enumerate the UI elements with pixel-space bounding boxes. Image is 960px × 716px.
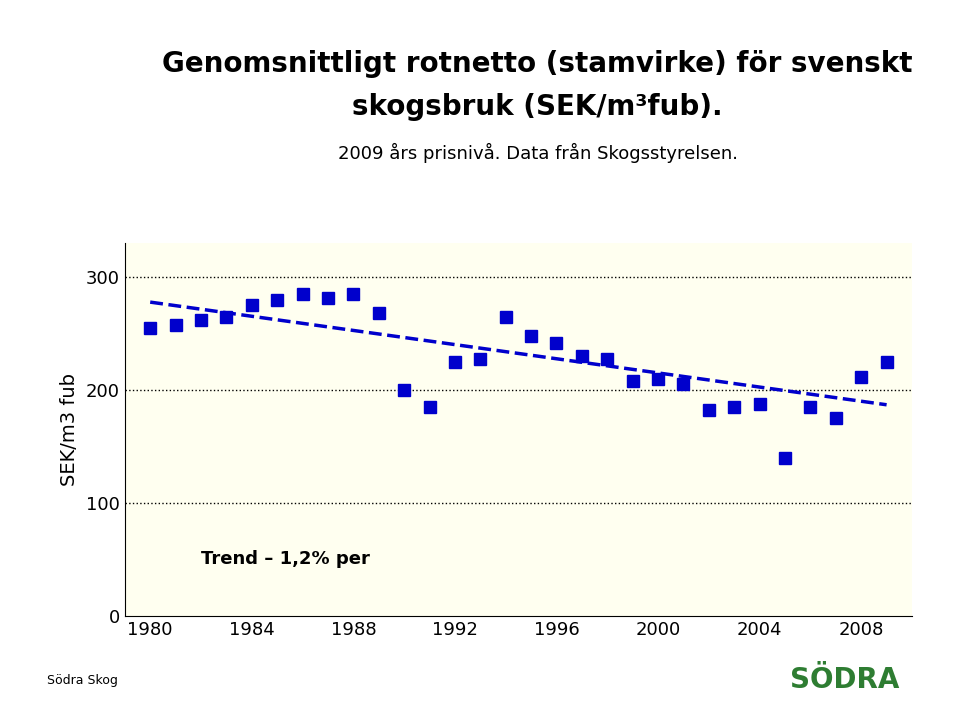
Text: SÖDRA: SÖDRA <box>790 666 900 695</box>
Y-axis label: SEK/m3 fub: SEK/m3 fub <box>60 373 79 486</box>
Text: Genomsnittligt rotnetto (stamvirke) för svenskt: Genomsnittligt rotnetto (stamvirke) för … <box>162 50 913 78</box>
Text: 2009 års prisnivå. Data från Skogsstyrelsen.: 2009 års prisnivå. Data från Skogsstyrel… <box>338 143 737 163</box>
Text: Södra Skog: Södra Skog <box>47 674 118 687</box>
Text: Trend – 1,2% per: Trend – 1,2% per <box>201 551 370 569</box>
Text: skogsbruk (SEK/m³fub).: skogsbruk (SEK/m³fub). <box>352 93 723 121</box>
